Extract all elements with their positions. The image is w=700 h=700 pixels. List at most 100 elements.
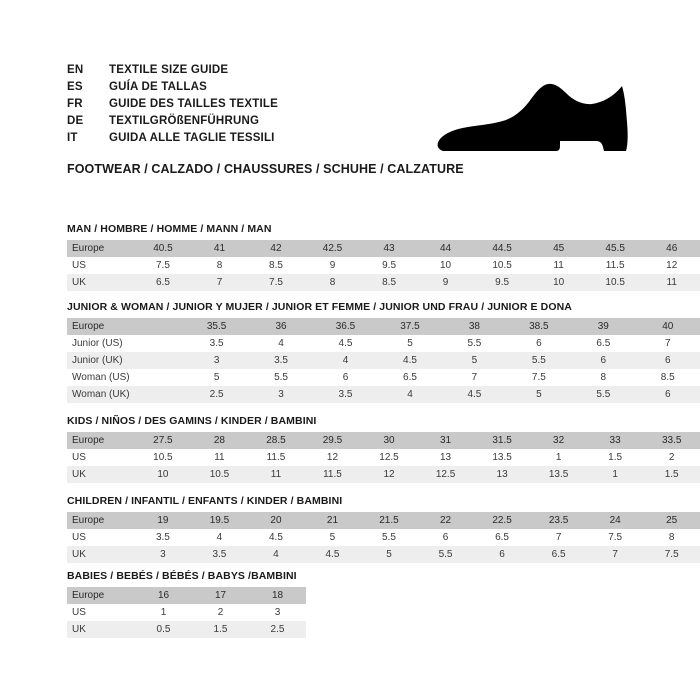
cell: 5 [184, 369, 249, 386]
cell: 8 [643, 529, 700, 546]
table-title: MAN / HOMBRE / HOMME / MANN / MAN [67, 223, 272, 235]
cell: 1.5 [586, 449, 644, 466]
cell: 4.5 [377, 352, 443, 369]
cell: 7.5 [134, 257, 192, 274]
cell: 3 [184, 352, 249, 369]
cell: 25 [643, 512, 700, 529]
cell: 35.5 [184, 318, 249, 335]
cell: 45 [530, 240, 587, 257]
cell: 20 [247, 512, 305, 529]
cell: 29.5 [304, 432, 361, 449]
cell: 7 [530, 529, 587, 546]
cell: 7.5 [586, 529, 644, 546]
row-label: Woman (US) [67, 369, 185, 386]
row-label: Woman (UK) [67, 386, 185, 403]
size-table-children: CHILDREN / INFANTIL / ENFANTS / KINDER /… [67, 495, 700, 563]
cell: 11.5 [304, 466, 361, 483]
table-header-row: Europe 27.5 28 28.5 29.5 30 31 31.5 32 3… [67, 432, 700, 449]
cell: 5 [360, 546, 418, 563]
cell: 44.5 [473, 240, 531, 257]
table-row: UK 10 10.5 11 11.5 12 12.5 13 13.5 1 1.5 [67, 466, 700, 483]
row-label: UK [67, 466, 135, 483]
cell: 42 [247, 240, 305, 257]
language-row: FR GUIDE DES TAILLES TEXTILE [67, 98, 447, 115]
cell: 42.5 [304, 240, 361, 257]
row-label: Junior (US) [67, 335, 185, 352]
language-code: IT [67, 132, 78, 144]
table-row: Junior (UK) 3 3.5 4 4.5 5 5.5 6 6 [67, 352, 700, 369]
row-label: US [67, 449, 135, 466]
language-code: EN [67, 64, 84, 76]
cell: 3 [134, 546, 192, 563]
cell: 6.5 [377, 369, 443, 386]
cell: 2 [192, 604, 249, 621]
cell: 30 [360, 432, 418, 449]
cell: 5 [506, 386, 572, 403]
cell: 13.5 [473, 449, 531, 466]
cell: 1.5 [643, 466, 700, 483]
row-label: UK [67, 274, 135, 291]
cell: 12 [360, 466, 418, 483]
cell: 4 [247, 546, 305, 563]
cell: 7.5 [643, 546, 700, 563]
language-row: DE TEXTILGRÖßENFÜHRUNG [67, 115, 447, 132]
cell: 11 [530, 257, 587, 274]
cell: 6.5 [473, 529, 531, 546]
cell: 5.5 [248, 369, 314, 386]
cell: 28 [191, 432, 248, 449]
cell: 38.5 [506, 318, 572, 335]
cell: 33 [586, 432, 644, 449]
cell: 21.5 [360, 512, 418, 529]
cell: 5.5 [417, 546, 474, 563]
cell: 44 [417, 240, 474, 257]
table-header-row: Europe 16 17 18 [67, 587, 306, 604]
table: Europe 27.5 28 28.5 29.5 30 31 31.5 32 3… [67, 432, 700, 483]
cell: 6 [635, 352, 700, 369]
row-label: Junior (UK) [67, 352, 185, 369]
cell: 8 [191, 257, 248, 274]
row-label: US [67, 604, 135, 621]
cell: 11 [247, 466, 305, 483]
cell: 13 [417, 449, 474, 466]
row-label: Europe [67, 587, 135, 604]
cell: 1 [530, 449, 587, 466]
cell: 2.5 [184, 386, 249, 403]
cell: 12 [643, 257, 700, 274]
cell: 13 [473, 466, 531, 483]
cell: 3.5 [184, 335, 249, 352]
cell: 3.5 [313, 386, 378, 403]
dress-shoe-icon [436, 78, 628, 162]
cell: 46 [643, 240, 700, 257]
size-table-man: MAN / HOMBRE / HOMME / MANN / MAN Europe… [67, 223, 700, 291]
table-row: US 1 2 3 [67, 604, 306, 621]
cell: 3.5 [134, 529, 192, 546]
cell: 2.5 [249, 621, 306, 638]
cell: 4.5 [247, 529, 305, 546]
table-row: UK 0.5 1.5 2.5 [67, 621, 306, 638]
cell: 40 [635, 318, 700, 335]
cell: 6.5 [530, 546, 587, 563]
table: Europe 35.5 36 36.5 37.5 38 38.5 39 40 J… [67, 318, 700, 403]
cell: 5 [442, 352, 507, 369]
cell: 10 [530, 274, 587, 291]
cell: 6 [473, 546, 531, 563]
cell: 1 [135, 604, 192, 621]
cell: 2 [643, 449, 700, 466]
cell: 31.5 [473, 432, 531, 449]
page-title: FOOTWEAR / CALZADO / CHAUSSURES / SCHUHE… [67, 162, 464, 176]
cell: 6 [571, 352, 636, 369]
cell: 9.5 [360, 257, 418, 274]
cell: 7.5 [506, 369, 572, 386]
size-table-junior-woman: JUNIOR & WOMAN / JUNIOR Y MUJER / JUNIOR… [67, 301, 700, 403]
cell: 4.5 [442, 386, 507, 403]
cell: 7 [586, 546, 644, 563]
cell: 19 [134, 512, 192, 529]
cell: 10.5 [191, 466, 248, 483]
cell: 38 [442, 318, 507, 335]
table-header-row: Europe 35.5 36 36.5 37.5 38 38.5 39 40 [67, 318, 700, 335]
cell: 11 [643, 274, 700, 291]
language-code: ES [67, 81, 83, 93]
cell: 8.5 [247, 257, 305, 274]
cell: 10.5 [586, 274, 644, 291]
table: Europe 40.5 41 42 42.5 43 44 44.5 45 45.… [67, 240, 700, 291]
